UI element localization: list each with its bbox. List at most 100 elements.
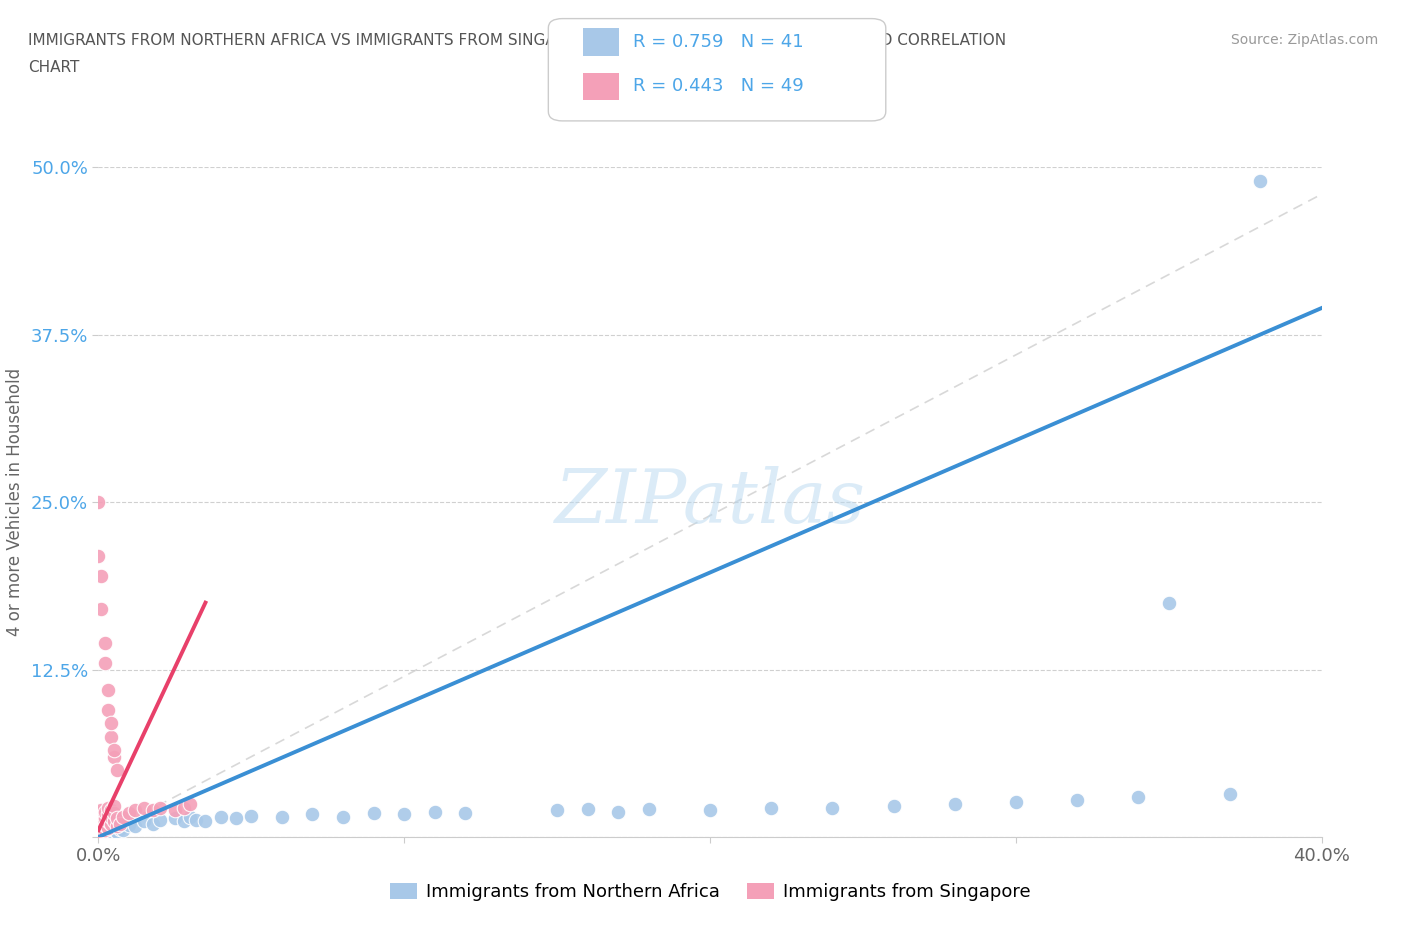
Point <box>142 817 165 831</box>
Point <box>363 805 385 820</box>
Point <box>87 549 110 564</box>
Point <box>301 807 323 822</box>
Point <box>87 814 110 829</box>
Y-axis label: 4 or more Vehicles in Household: 4 or more Vehicles in Household <box>6 368 24 636</box>
Text: IMMIGRANTS FROM NORTHERN AFRICA VS IMMIGRANTS FROM SINGAPORE 4 OR MORE VEHICLES : IMMIGRANTS FROM NORTHERN AFRICA VS IMMIG… <box>28 33 1007 47</box>
Point <box>108 817 131 831</box>
Point <box>103 817 125 832</box>
Point <box>97 817 120 831</box>
Point <box>87 827 110 842</box>
Point <box>105 824 128 839</box>
Point <box>97 702 120 717</box>
Point <box>883 799 905 814</box>
Point <box>149 800 172 815</box>
Point <box>105 811 128 826</box>
Point <box>124 803 146 817</box>
Point <box>270 809 292 824</box>
Point <box>186 812 208 827</box>
Point <box>699 803 721 817</box>
Point <box>93 804 115 819</box>
Point <box>118 817 141 832</box>
Point <box>100 803 122 817</box>
Point <box>943 796 966 811</box>
Point <box>90 821 112 836</box>
Point <box>546 803 568 817</box>
Point <box>1128 790 1150 804</box>
Point <box>100 809 122 824</box>
Point <box>90 803 112 817</box>
Point <box>100 716 122 731</box>
Point <box>576 802 599 817</box>
Point <box>100 817 122 831</box>
Point <box>93 817 115 832</box>
Point <box>423 804 446 819</box>
Point <box>332 809 354 824</box>
Point <box>637 802 661 817</box>
Point <box>1249 173 1271 188</box>
Point <box>173 814 195 829</box>
Point <box>93 656 115 671</box>
Point <box>103 823 125 838</box>
Point <box>105 818 128 833</box>
Point <box>209 809 232 824</box>
Point <box>105 818 128 833</box>
Point <box>97 683 120 698</box>
Point <box>124 818 146 833</box>
Point <box>87 805 110 820</box>
Point <box>97 807 120 822</box>
Point <box>1219 787 1241 802</box>
Point <box>105 763 128 777</box>
Point <box>1157 595 1180 610</box>
Point <box>108 821 131 836</box>
Point <box>93 823 115 838</box>
Point <box>97 800 120 815</box>
Point <box>90 823 112 838</box>
Point <box>90 568 112 583</box>
Point <box>93 824 115 839</box>
Point <box>97 820 120 835</box>
Point <box>103 814 125 829</box>
Point <box>90 826 112 841</box>
Point <box>93 829 115 844</box>
Point <box>111 815 134 830</box>
Point <box>134 800 156 815</box>
Text: R = 0.759   N = 41: R = 0.759 N = 41 <box>633 33 803 51</box>
Point <box>134 814 156 829</box>
Point <box>90 817 112 831</box>
Point <box>118 805 141 820</box>
Text: CHART: CHART <box>28 60 80 75</box>
Point <box>179 809 201 824</box>
Point <box>103 805 125 820</box>
Point <box>103 742 125 757</box>
Point <box>103 799 125 814</box>
Point <box>100 820 122 835</box>
Point <box>103 750 125 764</box>
Text: R = 0.443   N = 49: R = 0.443 N = 49 <box>633 77 803 96</box>
Point <box>90 827 112 842</box>
Point <box>194 814 217 829</box>
Point <box>90 809 112 824</box>
Point <box>93 818 115 833</box>
Point <box>607 804 630 819</box>
Point <box>100 826 122 841</box>
Point <box>90 602 112 617</box>
Point <box>1004 795 1026 810</box>
Point <box>163 811 186 826</box>
Point <box>759 800 782 815</box>
Point <box>142 803 165 817</box>
Point <box>93 811 115 826</box>
Point <box>87 818 110 833</box>
Point <box>392 807 416 822</box>
Point <box>111 809 134 824</box>
Point <box>111 823 134 838</box>
Point <box>163 803 186 817</box>
Point <box>179 796 201 811</box>
Point <box>87 824 110 839</box>
Text: Source: ZipAtlas.com: Source: ZipAtlas.com <box>1230 33 1378 46</box>
Point <box>97 814 120 829</box>
Point <box>100 729 122 744</box>
Point <box>100 814 122 829</box>
Point <box>454 805 477 820</box>
Point <box>97 821 120 836</box>
Point <box>173 800 195 815</box>
